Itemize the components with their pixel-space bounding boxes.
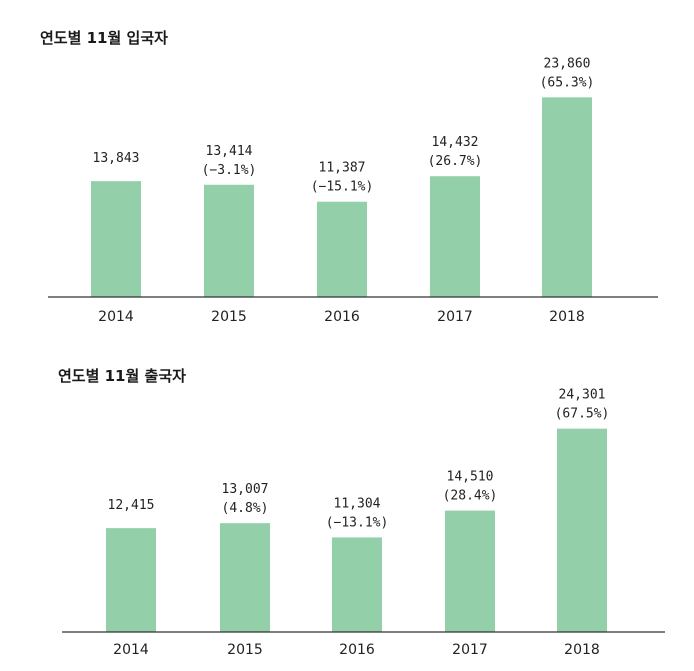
chart-title: 연도별 11월 출국자 <box>58 367 186 385</box>
x-tick-label: 2014 <box>113 642 149 658</box>
change-label: (4.8%) <box>222 501 269 516</box>
bar-2018 <box>557 428 607 632</box>
value-label: 13,414 <box>206 144 253 159</box>
change-label: (−13.1%) <box>326 515 389 530</box>
bar-2015 <box>220 523 270 632</box>
value-label: 23,860 <box>544 56 591 71</box>
bar-2016 <box>317 201 367 297</box>
outbound-chart-plot: 12,415 2014 13,007 (4.8%) 2015 11,304 (−13.1%)… <box>62 388 665 658</box>
bar-2017 <box>445 510 495 632</box>
x-tick-label: 2015 <box>227 642 263 658</box>
x-tick-label: 2015 <box>211 309 247 325</box>
change-label: (28.4%) <box>443 489 498 504</box>
inbound-chart-plot: 13,843 2014 13,414 (−3.1%) 2015 11,387 (−15.1%… <box>48 56 658 325</box>
outbound-chart: 연도별 11월 출국자 12,415 2014 13,007 (4.8%) 2015 11… <box>0 340 694 671</box>
change-label: (26.7%) <box>428 154 483 169</box>
value-label: 24,301 <box>559 388 606 403</box>
x-tick-label: 2016 <box>339 642 375 658</box>
x-tick-label: 2017 <box>452 642 488 658</box>
value-label: 11,304 <box>334 496 381 511</box>
chart-title: 연도별 11월 입국자 <box>40 29 168 47</box>
x-tick-label: 2018 <box>564 642 600 658</box>
change-label: (−3.1%) <box>202 163 257 178</box>
change-label: (65.3%) <box>540 75 595 90</box>
value-label: 11,387 <box>319 161 366 176</box>
x-tick-label: 2018 <box>549 309 585 325</box>
bar-2014 <box>106 528 156 632</box>
x-tick-label: 2017 <box>437 309 473 325</box>
bar-2017 <box>430 176 480 297</box>
bar-2014 <box>91 181 141 297</box>
bar-2015 <box>204 184 254 297</box>
value-label: 13,843 <box>93 151 140 166</box>
change-label: (−15.1%) <box>311 180 374 195</box>
value-label: 14,432 <box>432 135 479 150</box>
change-label: (67.5%) <box>555 407 610 422</box>
value-label: 13,007 <box>222 482 269 497</box>
x-tick-label: 2016 <box>324 309 360 325</box>
value-label: 12,415 <box>108 498 155 513</box>
bar-2016 <box>332 537 382 632</box>
x-tick-label: 2014 <box>98 309 134 325</box>
inbound-chart: 연도별 11월 입국자 13,843 2014 13,414 (−3.1%) 2015 1… <box>40 29 658 325</box>
value-label: 14,510 <box>447 470 494 485</box>
bar-2018 <box>542 97 592 297</box>
